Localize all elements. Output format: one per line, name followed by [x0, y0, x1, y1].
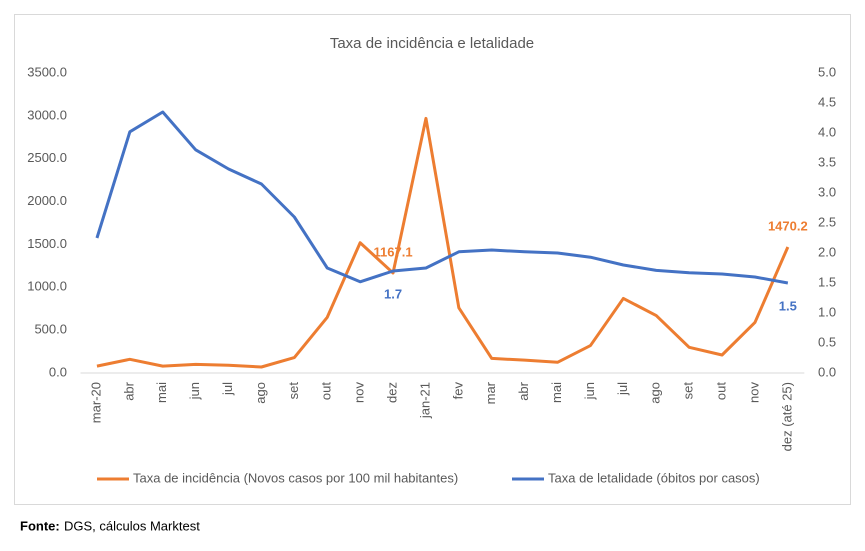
y-tick-label: 3500.0: [27, 64, 67, 79]
x-tick-label: abr: [516, 381, 531, 400]
x-tick-label: mar-20: [88, 382, 103, 423]
y2-tick-label: 3.5: [818, 154, 836, 169]
x-tick-label: ago: [253, 382, 268, 404]
y-tick-label: 2000.0: [27, 193, 67, 208]
x-tick-label: jun: [582, 382, 597, 400]
y-tick-label: 2500.0: [27, 150, 67, 165]
x-tick-label: nov: [746, 382, 761, 403]
y2-tick-label: 2.0: [818, 244, 836, 259]
x-tick-label: jun: [187, 382, 202, 400]
series-line: [96, 116, 790, 369]
x-tick-label: set: [286, 382, 301, 400]
y2-tick-label: 2.5: [818, 214, 836, 229]
y2-tick-label: 4.5: [818, 94, 836, 109]
y2-tick-label: 0.5: [818, 334, 836, 349]
x-tick-label: ago: [648, 382, 663, 404]
y-tick-label: 0.0: [49, 364, 67, 379]
data-label: 1167.1: [374, 244, 413, 259]
data-label: 1470.2: [768, 218, 808, 233]
x-tick-label: mai: [154, 382, 169, 403]
x-tick-label: dez: [384, 382, 399, 403]
y2-tick-label: 1.0: [818, 304, 836, 319]
x-tick-label: mar: [483, 381, 498, 404]
x-tick-label: mai: [549, 382, 564, 403]
y-tick-label: 1500.0: [27, 236, 67, 251]
x-tick-label: jan-21: [417, 382, 432, 419]
chart-title: Taxa de incidência e letalidade: [330, 35, 534, 52]
y-tick-label: 3000.0: [27, 107, 67, 122]
data-label: 1.7: [384, 286, 402, 301]
legend-label: Taxa de letalidade (óbitos por casos): [548, 470, 760, 485]
x-tick-label: abr: [121, 381, 136, 400]
y2-tick-label: 0.0: [818, 364, 836, 379]
x-tick-label: fev: [450, 382, 465, 400]
y2-tick-label: 3.0: [818, 184, 836, 199]
x-tick-label: out: [319, 382, 334, 400]
legend-label: Taxa de incidência (Novos casos por 100 …: [133, 470, 458, 485]
series-line: [95, 110, 789, 285]
data-label: 1.5: [779, 298, 797, 313]
source-label: Fonte:: [20, 518, 60, 533]
y-tick-label: 500.0: [34, 322, 67, 337]
y2-tick-label: 5.0: [818, 64, 836, 79]
y-tick-label: 1000.0: [27, 279, 67, 294]
x-tick-label: nov: [352, 382, 367, 403]
source: DGS, cálculos Marktest: [64, 518, 200, 533]
x-tick-label: jul: [615, 382, 630, 396]
x-tick-label: out: [713, 382, 728, 400]
x-tick-label: set: [681, 382, 696, 400]
y2-tick-label: 1.5: [818, 274, 836, 289]
x-tick-label: dez (até 25): [779, 382, 794, 451]
y2-tick-label: 4.0: [818, 124, 836, 139]
chart-border: [14, 14, 851, 505]
x-tick-label: jul: [220, 382, 235, 396]
